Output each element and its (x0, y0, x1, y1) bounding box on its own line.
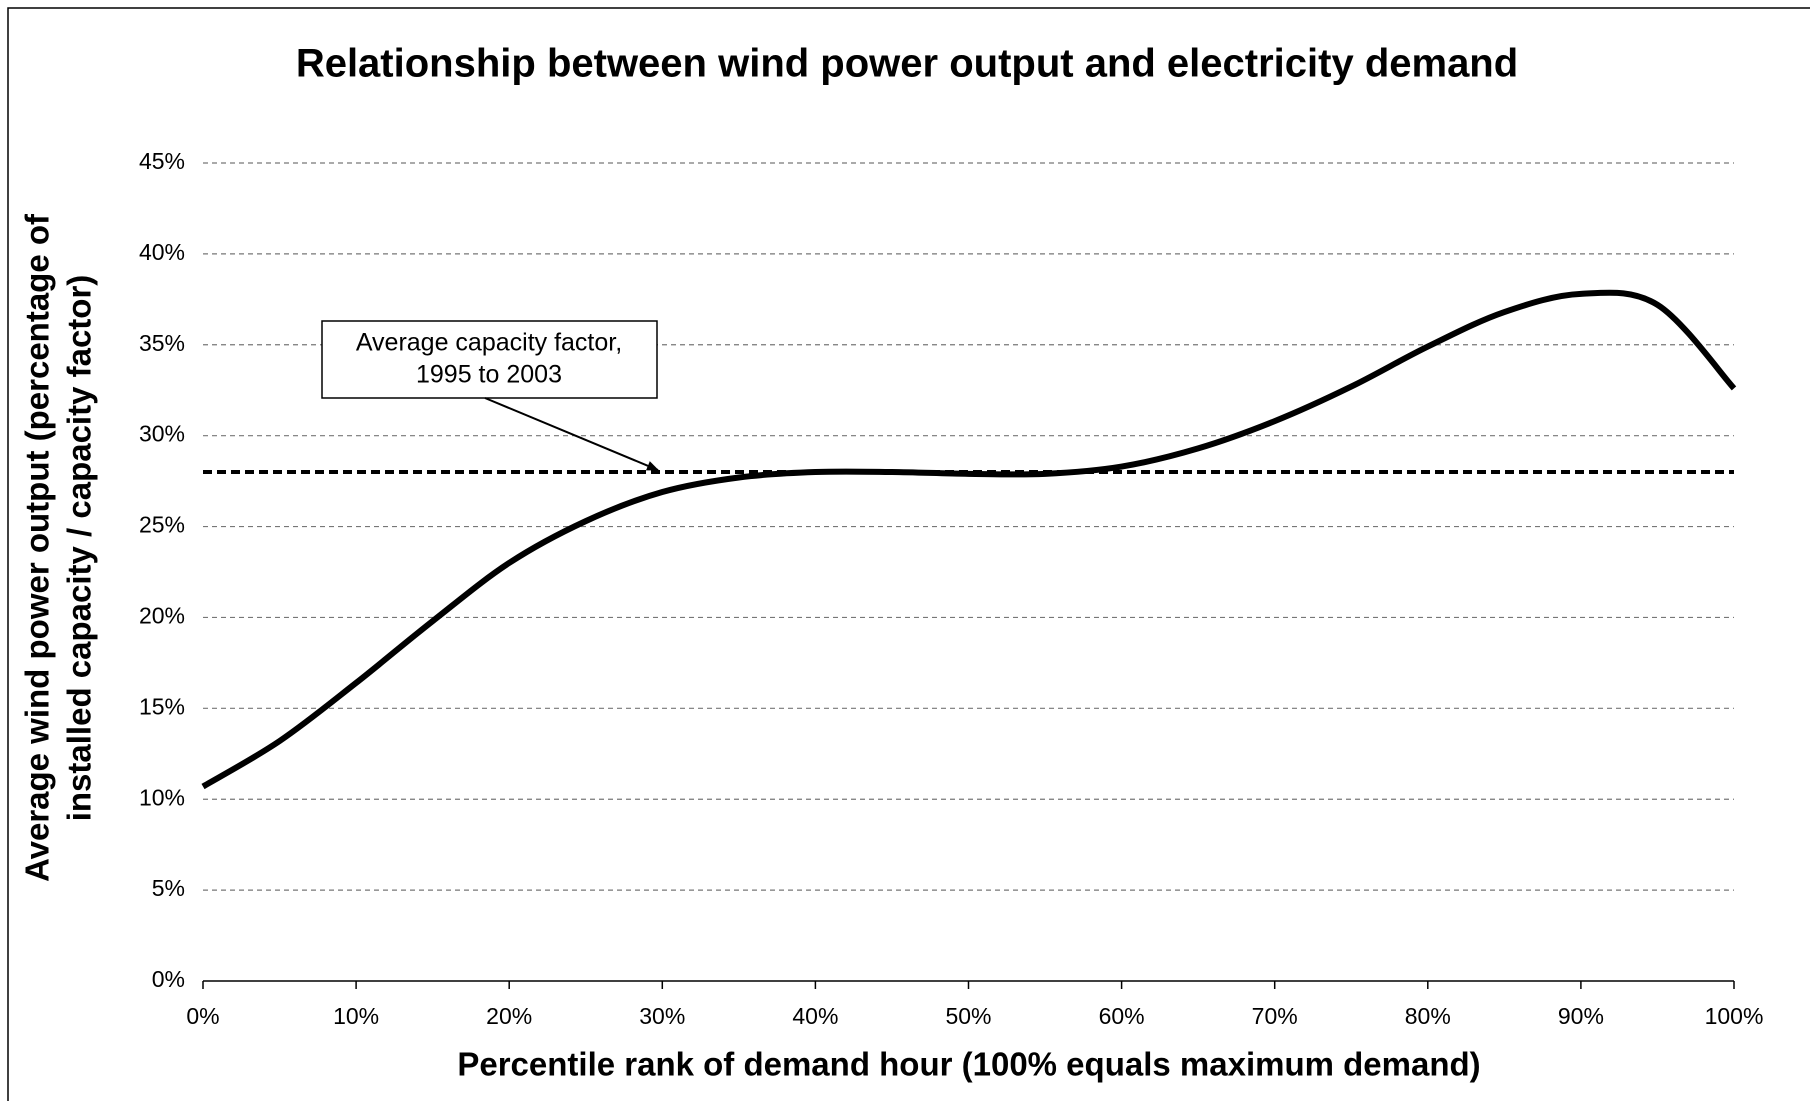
annotation-box (321, 320, 658, 399)
y-axis-label: Average wind power output (percentage of (19, 213, 56, 882)
chart-frame (7, 7, 1810, 1101)
x-tick-label: 0% (186, 1003, 219, 1029)
annotation-arrow (484, 397, 659, 471)
x-tick-label: 60% (1099, 1003, 1145, 1029)
annotation-text: Average capacity factor, (356, 329, 622, 357)
data-line (201, 289, 1737, 790)
y-tick-label: 10% (139, 784, 185, 810)
y-tick-label: 30% (139, 421, 185, 447)
x-tick-label: 100% (1705, 1003, 1764, 1029)
x-tick-label: 70% (1252, 1003, 1298, 1029)
y-tick-label: 20% (139, 603, 185, 629)
y-tick-label: 5% (152, 875, 185, 901)
y-tick-label: 15% (139, 693, 185, 719)
y-tick-label: 0% (152, 966, 185, 992)
x-tick-label: 10% (333, 1003, 379, 1029)
x-tick-label: 90% (1558, 1003, 1604, 1029)
x-axis-label: Percentile rank of demand hour (100% equ… (457, 1046, 1480, 1083)
x-tick-label: 40% (792, 1003, 838, 1029)
plot-area: 0% 5% 10% 15% 20% 25% 30% 35% 40% 45% 0% 10% 20% 30% 4… (139, 148, 1763, 1029)
x-tick-label: 80% (1405, 1003, 1451, 1029)
chart-title: Relationship between wind power output a… (296, 42, 1518, 86)
annotation-text: 1995 to 2003 (416, 361, 562, 389)
x-tick-label: 30% (639, 1003, 685, 1029)
y-tick-label: 45% (139, 148, 185, 174)
y-tick-label: 40% (139, 239, 185, 265)
x-tick-label: 50% (945, 1003, 991, 1029)
y-tick-label: 35% (139, 330, 185, 356)
y-axis-label: installed capacity / capacity factor) (61, 275, 98, 822)
x-tick-label: 20% (486, 1003, 532, 1029)
y-tick-label: 25% (139, 512, 185, 538)
